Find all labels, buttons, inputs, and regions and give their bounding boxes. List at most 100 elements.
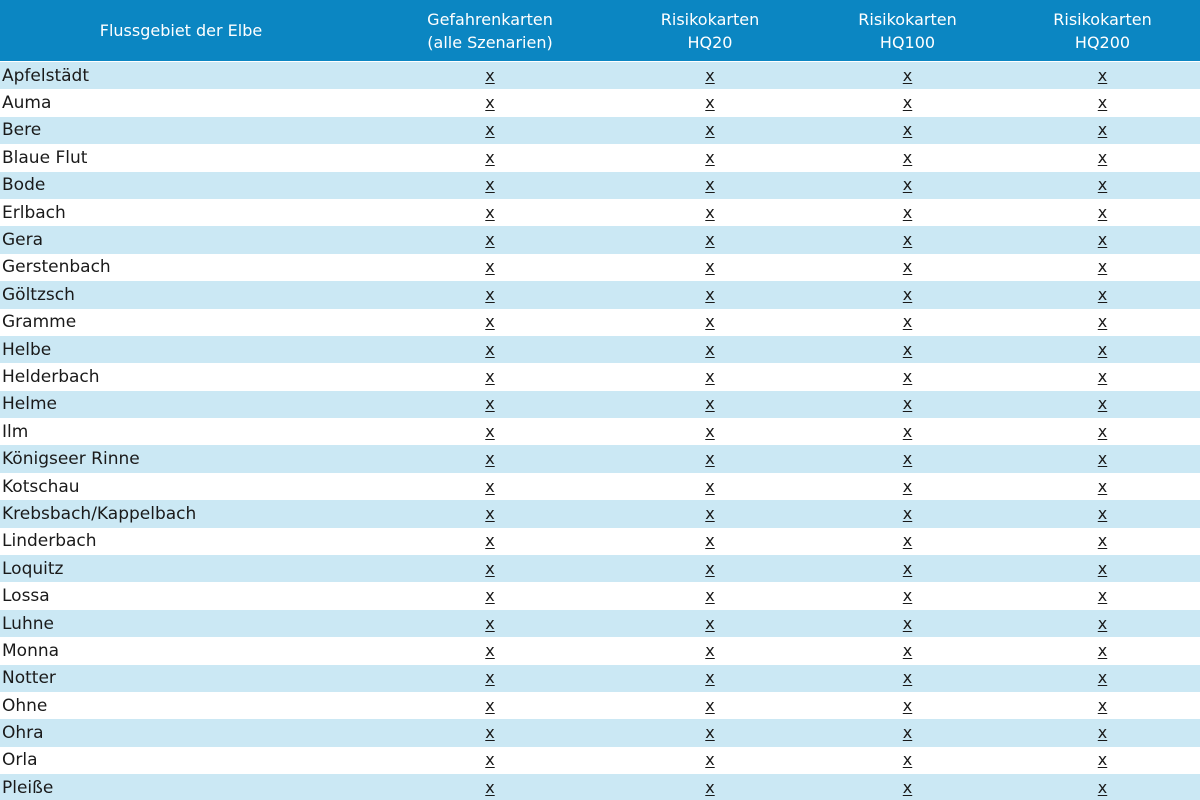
table-row: Lossa x x x x [0,582,1200,610]
river-name: Gramme [0,308,370,336]
risk-hq100-mark-cell: x [810,335,1005,364]
table-row: Monna x x x x [0,637,1200,665]
river-name: Königseer Rinne [0,445,370,473]
risk-hq20-mark-cell: x [610,445,810,473]
risk-hq20-mark-cell: x [610,691,810,720]
river-name: Ohra [0,719,370,747]
river-name: Helderbach [0,363,370,391]
risk-hq100-mark-cell: x [810,61,1005,90]
risk-hq200-mark-cell: x [1005,171,1200,199]
risk-hq200-mark: x [1097,339,1108,359]
risk-hq200-mark: x [1097,503,1108,523]
header-hazard-maps-line2: (alle Szenarien) [427,32,553,52]
risk-hq100-mark: x [902,531,913,551]
risk-hq20-mark-cell: x [610,253,810,282]
table-row: Helbe x x x x [0,335,1200,364]
risk-hq20-mark: x [705,202,715,222]
risk-hq200-mark: x [1097,312,1108,332]
risk-hq200-mark-cell: x [1005,116,1200,145]
risk-hq20-mark-cell: x [610,89,810,117]
risk-hq100-mark-cell: x [810,171,1005,199]
risk-hq200-mark: x [1097,613,1108,633]
hazard-maps-mark-cell: x [370,308,610,336]
risk-hq200-mark: x [1097,202,1108,222]
hazard-maps-mark: x [485,175,495,195]
risk-hq200-mark-cell: x [1005,691,1200,720]
risk-hq200-mark-cell: x [1005,226,1200,254]
risk-hq100-mark-cell: x [810,116,1005,145]
risk-hq20-mark-cell: x [610,500,810,528]
table-row: Ohne x x x x [0,691,1200,720]
hazard-maps-mark: x [485,558,495,578]
risk-hq200-mark-cell: x [1005,390,1200,419]
risk-hq200-mark: x [1097,65,1108,85]
table-row: Apfelstädt x x x x [0,61,1200,90]
risk-hq100-mark: x [902,449,913,469]
hazard-maps-mark: x [485,640,495,660]
hazard-maps-mark: x [485,312,495,332]
risk-hq100-mark-cell: x [810,609,1005,638]
risk-hq100-mark-cell: x [810,664,1005,692]
hazard-maps-mark: x [485,147,495,167]
table-row: Orla x x x x [0,746,1200,775]
risk-hq200-mark: x [1097,640,1108,660]
river-name: Apfelstädt [0,61,370,90]
hazard-maps-mark-cell: x [370,582,610,610]
hazard-maps-mark-cell: x [370,719,610,747]
river-name: Pleiße [0,774,370,800]
hazard-maps-mark: x [485,531,495,551]
river-name: Kotschau [0,472,370,501]
hazard-maps-mark: x [485,723,495,743]
risk-hq200-mark-cell: x [1005,664,1200,692]
hazard-maps-mark: x [485,366,495,386]
risk-hq200-mark: x [1097,394,1108,414]
risk-hq100-mark: x [902,668,913,688]
risk-hq200-mark: x [1097,421,1108,441]
risk-hq200-mark-cell: x [1005,527,1200,556]
hazard-maps-mark-cell: x [370,390,610,419]
risk-hq200-mark: x [1097,284,1108,304]
risk-hq200-mark-cell: x [1005,418,1200,446]
river-name: Bode [0,171,370,199]
hazard-maps-mark: x [485,613,495,633]
risk-hq20-mark-cell: x [610,637,810,665]
table-row: Göltzsch x x x x [0,281,1200,309]
risk-hq20-mark: x [705,503,715,523]
table-row: Auma x x x x [0,89,1200,117]
risk-hq200-mark-cell: x [1005,746,1200,775]
risk-hq20-mark: x [705,750,715,770]
hazard-maps-mark: x [485,449,495,469]
river-name: Helme [0,390,370,419]
risk-hq20-mark: x [705,257,715,277]
risk-hq20-mark: x [705,531,715,551]
risk-hq200-mark-cell: x [1005,637,1200,665]
risk-hq20-mark-cell: x [610,418,810,446]
risk-hq20-mark-cell: x [610,609,810,638]
risk-hq200-mark: x [1097,695,1108,715]
risk-hq100-mark: x [902,230,913,250]
river-name: Helbe [0,335,370,364]
header-hazard-maps-line1: Gefahrenkarten [427,9,553,29]
hazard-maps-mark-cell: x [370,472,610,501]
risk-hq100-mark-cell: x [810,774,1005,800]
risk-hq100-mark-cell: x [810,89,1005,117]
risk-hq200-mark-cell: x [1005,363,1200,391]
hazard-maps-mark-cell: x [370,363,610,391]
risk-hq20-mark: x [705,312,715,332]
hazard-maps-mark: x [485,503,495,523]
risk-hq20-mark: x [705,230,715,250]
hazard-maps-mark: x [485,695,495,715]
risk-hq20-mark: x [705,449,715,469]
hazard-maps-mark-cell: x [370,116,610,145]
risk-hq20-mark-cell: x [610,335,810,364]
risk-hq20-mark-cell: x [610,746,810,775]
risk-hq100-mark: x [902,394,913,414]
risk-hq20-mark-cell: x [610,171,810,199]
risk-hq200-mark: x [1097,257,1108,277]
risk-hq100-mark: x [902,476,913,496]
risk-hq200-mark-cell: x [1005,144,1200,172]
table-row: Blaue Flut x x x x [0,144,1200,172]
risk-hq200-mark-cell: x [1005,500,1200,528]
risk-hq100-mark: x [902,695,913,715]
table-row: Gramme x x x x [0,308,1200,336]
